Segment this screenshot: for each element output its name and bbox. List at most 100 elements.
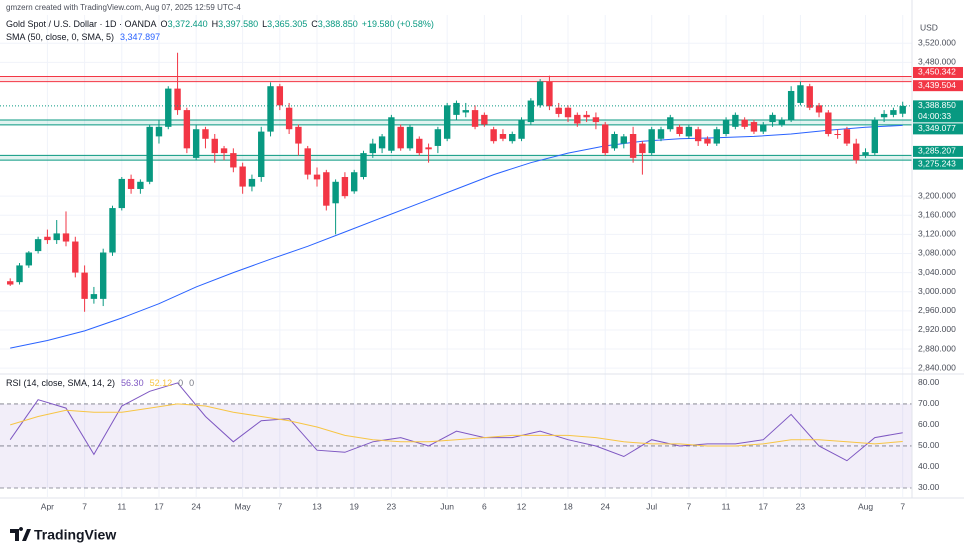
- x-tick-label: 6: [482, 501, 487, 511]
- candle-body: [137, 181, 144, 189]
- candle-body: [843, 129, 851, 144]
- x-tick-label: Jun: [440, 501, 454, 511]
- candle-body: [211, 138, 218, 154]
- x-tick-label: 13: [312, 501, 322, 511]
- y-tick-label: 2,960.000: [918, 305, 956, 315]
- candle-body: [574, 114, 581, 124]
- candle-body: [378, 136, 386, 149]
- candle-body: [787, 90, 795, 120]
- candle-body: [797, 85, 804, 103]
- grid: [0, 15, 912, 497]
- candle-body: [490, 129, 497, 142]
- candle-body: [99, 252, 107, 299]
- candle-body: [713, 129, 720, 144]
- ohlc-label: H: [212, 19, 219, 29]
- zone-label: 3,439.504: [918, 80, 956, 90]
- candle-body: [815, 105, 823, 113]
- candle-body: [825, 112, 832, 134]
- candle-body: [750, 122, 758, 132]
- y-tick-label: 2,920.000: [918, 324, 956, 334]
- candle-body: [304, 148, 311, 175]
- candle-body: [174, 88, 181, 111]
- candle-body: [769, 114, 776, 123]
- candle-body: [890, 110, 897, 115]
- candle-body: [806, 86, 813, 108]
- candle-body: [453, 102, 460, 115]
- y-tick-label: 3,120.000: [918, 229, 956, 239]
- x-tick-label: 19: [349, 501, 359, 511]
- candle-body: [239, 166, 246, 187]
- candle-body: [509, 134, 516, 142]
- candle-body: [583, 114, 590, 118]
- y-tick-label: 3,160.000: [918, 209, 956, 219]
- candle-body: [146, 126, 153, 182]
- candle-body: [722, 119, 730, 134]
- y-tick-label: 2,840.000: [918, 362, 956, 372]
- candle-body: [7, 281, 14, 285]
- rsi-readout: 52.12: [150, 378, 173, 388]
- candle-body: [332, 181, 339, 204]
- rsi-tick-label: 40.00: [918, 461, 940, 471]
- candle-body: [862, 152, 869, 156]
- logo-text: TradingView: [34, 527, 116, 543]
- x-tick-label: 17: [759, 501, 769, 511]
- candle-body: [667, 117, 674, 130]
- candle-body: [639, 143, 646, 154]
- candle-body: [620, 136, 628, 144]
- x-tick-label: 7: [277, 501, 282, 511]
- candle-body: [230, 153, 237, 168]
- ohlc-value: 3,365.305: [267, 19, 307, 29]
- candle-body: [183, 110, 191, 149]
- y-tick-label: 3,080.000: [918, 248, 956, 258]
- ohlc-label: O: [161, 19, 168, 29]
- candle-body: [62, 233, 70, 242]
- candle-body: [555, 107, 562, 114]
- candle-body: [81, 272, 88, 299]
- candle-body: [118, 178, 125, 209]
- x-tick-label: 23: [796, 501, 806, 511]
- candle-body: [536, 81, 544, 106]
- candle-body: [880, 113, 888, 118]
- zone: [0, 120, 912, 125]
- x-tick-label: 11: [117, 501, 126, 511]
- rsi-tick-label: 60.00: [918, 419, 940, 429]
- candle-body: [481, 114, 488, 125]
- zone-label-bg: [913, 123, 963, 135]
- candle-body: [760, 124, 767, 132]
- candle-body: [425, 147, 432, 150]
- candle-body: [657, 129, 665, 139]
- x-tick-label: May: [235, 501, 252, 511]
- last-price-label: 3,388.850: [918, 100, 956, 110]
- candle-body: [694, 129, 702, 142]
- y-tick-label: 3,520.000: [918, 37, 956, 47]
- candle-body: [462, 110, 469, 113]
- candle-body: [899, 105, 906, 114]
- ohlc-value: 3,397.580: [218, 19, 258, 29]
- candle-body: [499, 134, 507, 139]
- y-tick-label: 3,040.000: [918, 267, 956, 277]
- candle-body: [34, 239, 42, 252]
- candle-body: [44, 236, 51, 241]
- rsi-readout: 0: [189, 378, 194, 388]
- logo-mark: [10, 527, 31, 541]
- ohlc-value: 3,372.440: [168, 19, 208, 29]
- last-price-label-bg: [913, 100, 963, 112]
- candle-body: [741, 119, 748, 127]
- candle-body: [471, 110, 479, 127]
- candle-body: [202, 129, 209, 139]
- candle-body: [834, 134, 841, 135]
- zone-label-bg: [913, 66, 963, 78]
- x-tick-label: 18: [563, 501, 573, 511]
- candle-body: [155, 126, 163, 137]
- y-tick-label: 2,880.000: [918, 343, 956, 353]
- candle-body: [295, 126, 302, 144]
- x-tick-label: 7: [900, 501, 905, 511]
- x-tick-label: 24: [191, 501, 201, 511]
- x-tick-label: 12: [517, 501, 527, 511]
- candle-body: [25, 252, 33, 266]
- rsi-title: RSI (14, close, SMA, 14, 2): [6, 378, 115, 388]
- candle-body: [341, 177, 349, 197]
- zone-label: 3,349.077: [918, 123, 956, 133]
- candle-body: [434, 129, 442, 146]
